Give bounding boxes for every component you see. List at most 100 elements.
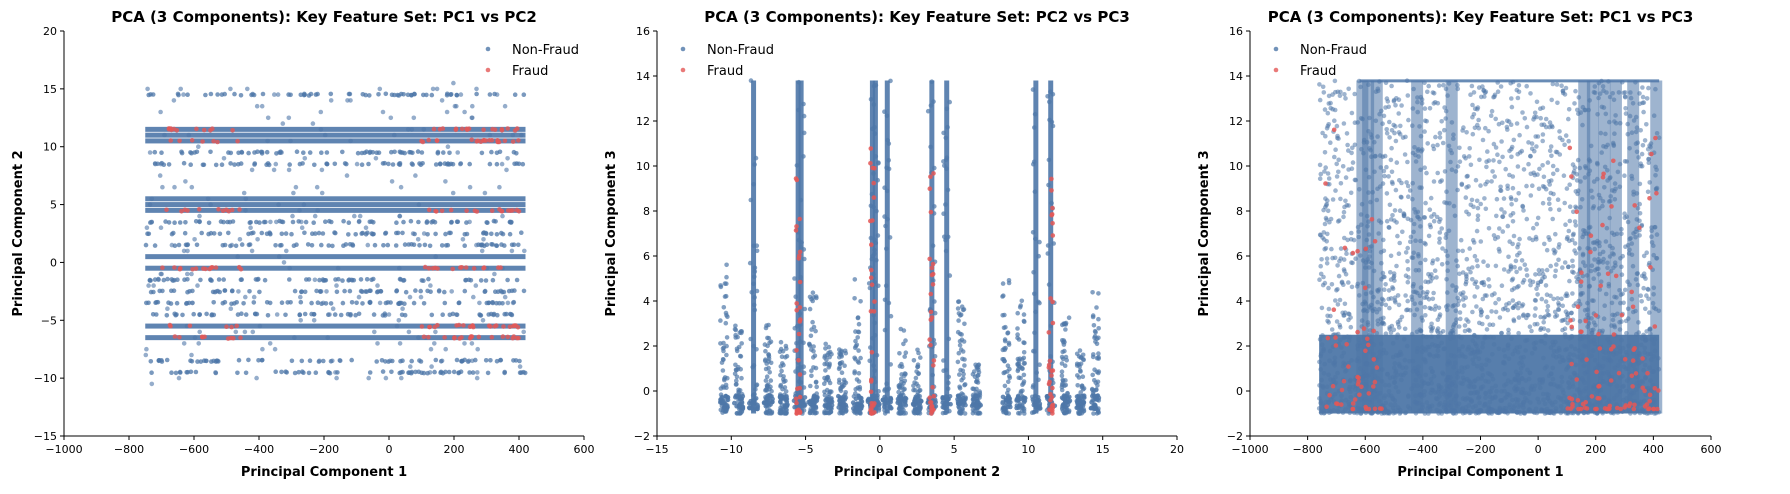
non-fraud-point — [177, 376, 182, 381]
non-fraud-point — [443, 347, 448, 352]
non-fraud-point — [1325, 319, 1330, 324]
fraud-point — [427, 208, 432, 213]
non-fraud-point — [1653, 173, 1658, 178]
non-fraud-point — [449, 220, 454, 225]
non-fraud-point — [498, 150, 503, 155]
non-fraud-point — [347, 220, 352, 225]
non-fraud-point — [801, 102, 806, 107]
non-fraud-point — [1015, 311, 1020, 316]
non-fraud-point — [902, 397, 907, 402]
non-fraud-point — [724, 313, 729, 318]
non-fraud-point — [221, 277, 226, 282]
non-fraud-point — [962, 322, 967, 327]
non-fraud-point — [942, 235, 947, 240]
non-fraud-point — [1512, 138, 1517, 143]
non-fraud-point — [1618, 185, 1623, 190]
non-fraud-point — [366, 243, 371, 248]
fraud-point — [431, 266, 436, 271]
non-fraud-point — [1345, 203, 1350, 208]
non-fraud-point — [384, 376, 389, 381]
non-fraud-point — [751, 182, 756, 187]
non-fraud-point — [1390, 213, 1395, 218]
x-tick-label: 0 — [876, 443, 883, 456]
non-fraud-point — [321, 231, 326, 236]
non-fraud-point — [416, 149, 421, 154]
non-fraud-point — [1429, 329, 1434, 334]
non-fraud-point — [1066, 403, 1071, 408]
non-fraud-point — [1469, 163, 1474, 168]
non-fraud-point — [1489, 179, 1494, 184]
non-fraud-point — [403, 313, 408, 318]
non-fraud-point — [448, 231, 453, 236]
non-fraud-point — [1571, 232, 1576, 237]
non-fraud-point — [795, 366, 800, 371]
non-fraud-point — [856, 316, 861, 321]
non-fraud-point — [1503, 354, 1508, 359]
non-fraud-band — [145, 196, 525, 201]
non-fraud-point — [144, 301, 149, 306]
non-fraud-point — [392, 133, 397, 138]
non-fraud-point — [1403, 358, 1408, 363]
non-fraud-point — [904, 350, 909, 355]
non-fraud-point — [502, 370, 507, 375]
non-fraud-point — [1619, 292, 1624, 297]
non-fraud-point — [467, 370, 472, 375]
fraud-point — [1050, 206, 1055, 211]
non-fraud-point — [1580, 353, 1585, 358]
fraud-point — [490, 208, 495, 213]
fraud-point — [1047, 330, 1052, 335]
non-fraud-point — [263, 220, 268, 225]
non-fraud-point — [1641, 286, 1646, 291]
non-fraud-point — [1007, 281, 1012, 286]
y-tick-label: 0 — [643, 385, 650, 398]
non-fraud-point — [209, 278, 214, 283]
non-fraud-point — [1077, 354, 1082, 359]
non-fraud-point — [764, 387, 769, 392]
non-fraud-point — [250, 168, 255, 173]
non-fraud-point — [932, 204, 937, 209]
non-fraud-point — [1537, 167, 1542, 172]
non-fraud-point — [402, 278, 407, 283]
non-fraud-point — [1487, 322, 1492, 327]
non-fraud-point — [458, 162, 463, 167]
non-fraud-point — [842, 378, 847, 383]
non-fraud-point — [856, 348, 861, 353]
non-fraud-point — [1631, 101, 1636, 106]
y-tick-label: 2 — [643, 340, 650, 353]
non-fraud-point — [896, 397, 901, 402]
non-fraud-point — [408, 364, 413, 369]
non-fraud-point — [360, 162, 365, 167]
non-fraud-point — [443, 161, 448, 166]
non-fraud-point — [766, 352, 771, 357]
non-fraud-point — [1549, 154, 1554, 159]
non-fraud-point — [153, 150, 158, 155]
non-fraud-point — [1492, 142, 1497, 147]
non-fraud-point — [280, 232, 285, 237]
non-fraud-point — [1021, 340, 1026, 345]
non-fraud-point — [1031, 87, 1036, 92]
non-fraud-point — [419, 163, 424, 168]
non-fraud-point — [348, 289, 353, 294]
non-fraud-point — [206, 197, 211, 202]
non-fraud-point — [1460, 183, 1465, 188]
non-fraud-point — [298, 312, 303, 317]
non-fraud-point — [1395, 160, 1400, 165]
non-fraud-point — [197, 312, 202, 317]
non-fraud-point — [1047, 118, 1052, 123]
non-fraud-point — [1569, 311, 1574, 316]
non-fraud-point — [1601, 364, 1606, 369]
non-fraud-point — [1003, 370, 1008, 375]
non-fraud-point — [1565, 235, 1570, 240]
non-fraud-point — [1613, 197, 1618, 202]
non-fraud-point — [150, 197, 155, 202]
non-fraud-point — [189, 272, 194, 277]
fraud-point — [931, 262, 936, 267]
non-fraud-point — [867, 359, 872, 364]
non-fraud-point — [822, 381, 827, 386]
non-fraud-point — [1426, 272, 1431, 277]
non-fraud-point — [1562, 201, 1567, 206]
non-fraud-point — [1439, 341, 1444, 346]
non-fraud-point — [248, 225, 253, 230]
non-fraud-point — [1456, 164, 1461, 169]
non-fraud-point — [191, 312, 196, 317]
